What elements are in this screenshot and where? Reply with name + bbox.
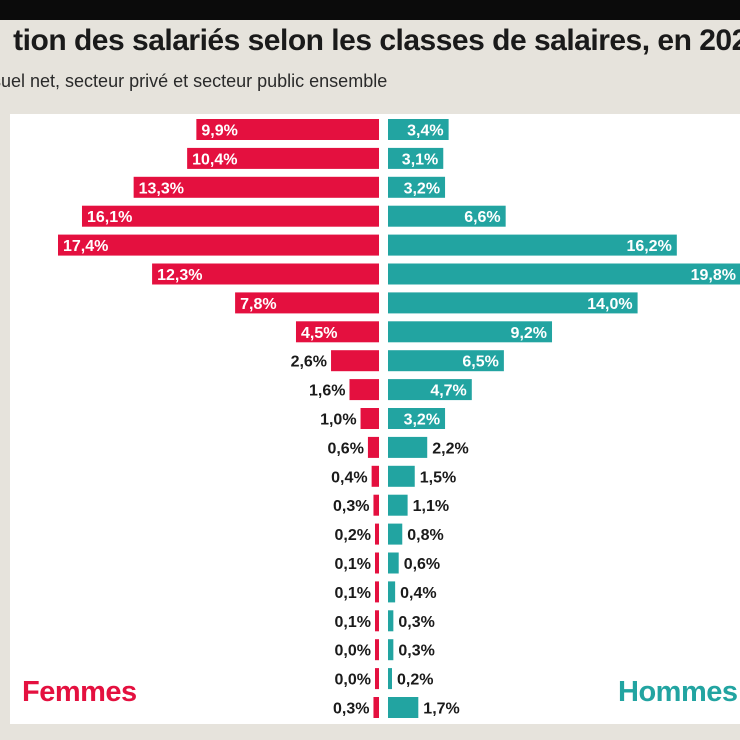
label-femmes-0: 9,9% bbox=[201, 123, 237, 140]
label-femmes-6: 7,8% bbox=[240, 296, 276, 313]
label-hommes-14: 0,8% bbox=[407, 527, 443, 544]
label-femmes-15: 0,1% bbox=[335, 556, 371, 573]
label-hommes-16: 0,4% bbox=[400, 585, 436, 602]
label-hommes-0: 3,4% bbox=[407, 123, 443, 140]
chart-subtitle: suel net, secteur privé et secteur publi… bbox=[0, 71, 388, 91]
bar-femmes-11 bbox=[367, 436, 379, 458]
bar-femmes-5 bbox=[152, 263, 379, 285]
bar-femmes-1 bbox=[187, 147, 379, 169]
bar-femmes-9 bbox=[349, 379, 379, 401]
bar-femmes-12 bbox=[371, 465, 379, 487]
bar-hommes-19 bbox=[388, 668, 392, 690]
bar-hommes-14 bbox=[388, 523, 403, 545]
bar-femmes-4 bbox=[58, 234, 379, 256]
label-hommes-3: 6,6% bbox=[464, 209, 500, 226]
label-hommes-20: 1,7% bbox=[423, 701, 459, 718]
label-hommes-11: 2,2% bbox=[432, 440, 468, 457]
bar-femmes-0 bbox=[196, 119, 379, 140]
chart-subtitle-container: suel net, secteur privé et secteur publi… bbox=[0, 66, 740, 96]
label-femmes-20: 0,3% bbox=[333, 701, 369, 718]
legend-hommes: Hommes bbox=[618, 676, 738, 708]
bar-hommes-10 bbox=[388, 408, 446, 429]
label-hommes-10: 3,2% bbox=[404, 412, 440, 429]
label-hommes-1: 3,1% bbox=[402, 151, 438, 168]
bar-femmes-17 bbox=[375, 610, 379, 632]
label-femmes-17: 0,1% bbox=[335, 614, 371, 631]
label-femmes-18: 0,0% bbox=[335, 643, 371, 660]
bar-femmes-20 bbox=[373, 697, 379, 718]
bar-femmes-13 bbox=[373, 494, 379, 516]
bar-hommes-6 bbox=[388, 292, 638, 314]
label-femmes-13: 0,3% bbox=[333, 498, 369, 515]
label-hommes-18: 0,3% bbox=[398, 643, 434, 660]
label-femmes-9: 1,6% bbox=[309, 383, 345, 400]
bar-hommes-15 bbox=[388, 552, 399, 574]
bar-hommes-9 bbox=[388, 379, 472, 401]
bar-hommes-2 bbox=[388, 176, 446, 198]
label-hommes-6: 14,0% bbox=[587, 296, 632, 313]
bar-femmes-3 bbox=[81, 205, 379, 227]
bar-hommes-3 bbox=[388, 205, 506, 227]
bar-hommes-13 bbox=[388, 494, 408, 516]
bar-hommes-5 bbox=[388, 263, 740, 285]
label-femmes-16: 0,1% bbox=[335, 585, 371, 602]
label-femmes-7: 4,5% bbox=[301, 325, 337, 342]
label-femmes-10: 1,0% bbox=[320, 412, 356, 429]
bar-femmes-16 bbox=[375, 581, 379, 603]
label-hommes-12: 1,5% bbox=[420, 469, 456, 486]
bar-hommes-16 bbox=[388, 581, 396, 603]
bar-hommes-7 bbox=[388, 321, 553, 343]
label-femmes-12: 0,4% bbox=[331, 469, 367, 486]
label-femmes-4: 17,4% bbox=[63, 238, 108, 255]
bar-femmes-8 bbox=[331, 350, 379, 372]
bar-femmes-6 bbox=[235, 292, 379, 314]
bar-femmes-2 bbox=[133, 176, 379, 198]
label-femmes-1: 10,4% bbox=[192, 151, 237, 168]
label-hommes-5: 19,8% bbox=[691, 267, 736, 284]
label-hommes-13: 1,1% bbox=[413, 498, 449, 515]
bar-hommes-20 bbox=[388, 697, 419, 718]
label-femmes-8: 2,6% bbox=[291, 354, 327, 371]
label-femmes-5: 12,3% bbox=[157, 267, 202, 284]
label-hommes-7: 9,2% bbox=[511, 325, 547, 342]
bar-hommes-11 bbox=[388, 436, 428, 458]
bar-hommes-4 bbox=[388, 234, 677, 256]
chart-title-container: tion des salariés selon les classes de s… bbox=[0, 22, 740, 66]
label-hommes-15: 0,6% bbox=[404, 556, 440, 573]
bar-femmes-19 bbox=[375, 668, 379, 690]
bar-hommes-8 bbox=[388, 350, 504, 372]
bar-hommes-1 bbox=[388, 147, 444, 169]
chart-title: tion des salariés selon les classes de s… bbox=[13, 24, 740, 57]
bar-hommes-0 bbox=[388, 119, 449, 140]
bar-hommes-12 bbox=[388, 465, 415, 487]
top-bar bbox=[0, 0, 740, 20]
bar-femmes-15 bbox=[375, 552, 379, 574]
bar-femmes-18 bbox=[375, 639, 379, 661]
label-hommes-2: 3,2% bbox=[404, 180, 440, 197]
legend-femmes: Femmes bbox=[22, 676, 137, 708]
label-femmes-19: 0,0% bbox=[335, 672, 371, 689]
bar-hommes-17 bbox=[388, 610, 394, 632]
label-femmes-3: 16,1% bbox=[87, 209, 132, 226]
bar-femmes-14 bbox=[375, 523, 379, 545]
label-femmes-11: 0,6% bbox=[327, 440, 363, 457]
label-femmes-2: 13,3% bbox=[139, 180, 184, 197]
label-hommes-4: 16,2% bbox=[626, 238, 671, 255]
bar-femmes-7 bbox=[295, 321, 379, 343]
bar-hommes-18 bbox=[388, 639, 394, 661]
bar-femmes-10 bbox=[360, 408, 379, 429]
label-femmes-14: 0,2% bbox=[335, 527, 371, 544]
label-hommes-19: 0,2% bbox=[397, 672, 433, 689]
label-hommes-9: 4,7% bbox=[430, 383, 466, 400]
label-hommes-17: 0,3% bbox=[398, 614, 434, 631]
label-hommes-8: 6,5% bbox=[462, 354, 498, 371]
